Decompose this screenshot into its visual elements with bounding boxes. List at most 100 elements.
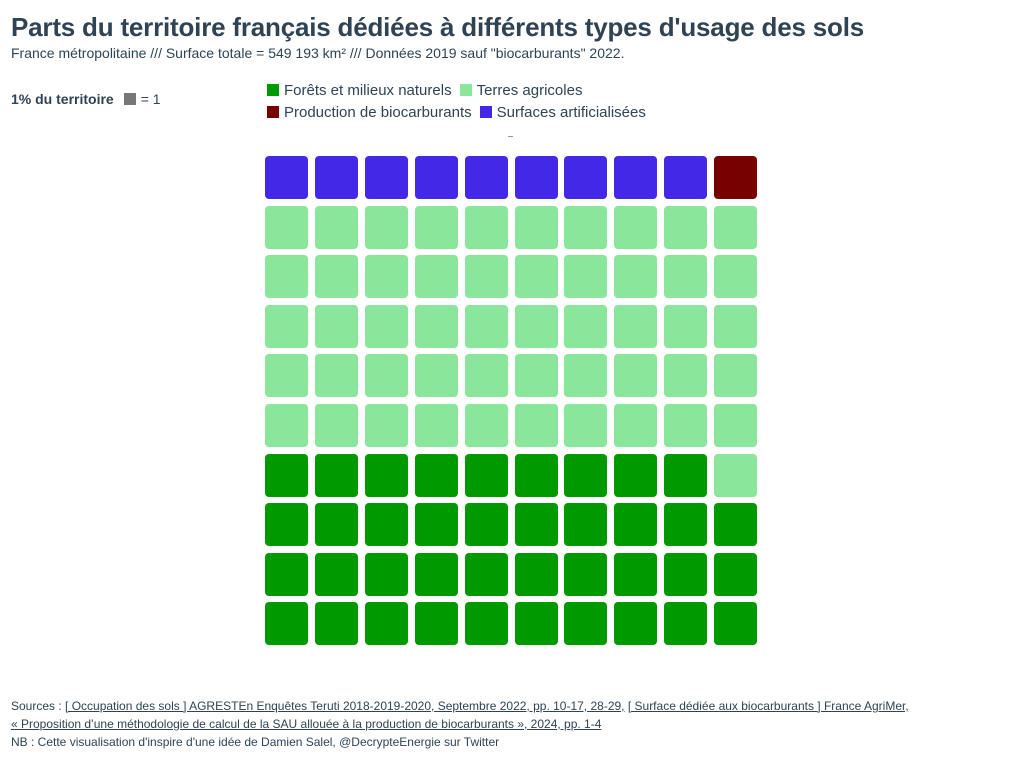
waffle-cell bbox=[364, 404, 408, 447]
waffle-cell bbox=[614, 205, 658, 249]
waffle-cell bbox=[564, 503, 608, 547]
sources-prefix: Sources : bbox=[11, 699, 66, 713]
waffle-cell bbox=[564, 304, 608, 348]
waffle-cell bbox=[364, 205, 408, 249]
unit-legend-swatch bbox=[123, 93, 136, 105]
waffle-cell bbox=[664, 453, 708, 497]
waffle-cell bbox=[614, 404, 658, 447]
waffle-cell bbox=[564, 453, 608, 497]
waffle-cell bbox=[414, 552, 458, 596]
waffle-cell bbox=[314, 304, 358, 348]
waffle-cell bbox=[514, 552, 558, 596]
waffle-cell bbox=[314, 602, 358, 646]
waffle-cell bbox=[664, 404, 708, 447]
legend-label-surfaces-artificialisees: Surfaces artificialisées bbox=[496, 103, 646, 121]
waffle-cell bbox=[664, 503, 708, 547]
waffle-cell bbox=[314, 503, 358, 547]
source-link-biocarburants[interactable]: [ Surface dédiée aux biocarburants ] Fra… bbox=[627, 699, 909, 713]
chart-subtitle: France métropolitaine /// Surface totale… bbox=[11, 45, 625, 61]
waffle-cell bbox=[414, 255, 458, 299]
waffle-cell bbox=[514, 354, 558, 398]
sources-line-1: Sources : [ Occupation des sols ] AGREST… bbox=[11, 697, 909, 715]
waffle-cell bbox=[714, 503, 758, 547]
waffle-cell bbox=[514, 304, 558, 348]
waffle-cell bbox=[314, 453, 358, 497]
sources-line-2: « Proposition d’une méthodologie de calc… bbox=[11, 715, 909, 733]
waffle-cell bbox=[265, 453, 308, 497]
waffle-cell bbox=[714, 354, 758, 398]
waffle-cell bbox=[564, 205, 608, 249]
waffle-cell bbox=[564, 602, 608, 646]
legend-label-forets: Forêts et milieux naturels bbox=[284, 81, 452, 99]
waffle-cell bbox=[564, 404, 608, 447]
waffle-cell bbox=[414, 602, 458, 646]
waffle-cell bbox=[314, 156, 358, 199]
waffle-cell bbox=[664, 552, 708, 596]
waffle-cell bbox=[464, 503, 508, 547]
waffle-cell bbox=[564, 255, 608, 299]
waffle-cell bbox=[514, 602, 558, 646]
nb-note: NB : Cette visualisation d'inspire d'une… bbox=[11, 735, 500, 749]
waffle-cell bbox=[614, 552, 658, 596]
waffle-cell bbox=[464, 552, 508, 596]
waffle-cell bbox=[464, 255, 508, 299]
legend-item-forets[interactable]: Forêts et milieux naturels bbox=[267, 82, 452, 99]
waffle-cell bbox=[265, 354, 308, 398]
unit-legend-value: = 1 bbox=[140, 91, 161, 107]
waffle-cell bbox=[464, 453, 508, 497]
waffle-cell bbox=[265, 404, 308, 447]
source-link-methodologie[interactable]: « Proposition d’une méthodologie de calc… bbox=[11, 717, 602, 731]
waffle-cell bbox=[314, 552, 358, 596]
waffle-cell bbox=[314, 404, 358, 447]
waffle-cell bbox=[314, 205, 358, 249]
waffle-cell bbox=[664, 354, 708, 398]
legend-row: Production de biocarburants Surfaces art… bbox=[267, 101, 707, 123]
waffle-cell bbox=[614, 602, 658, 646]
waffle-cell bbox=[265, 156, 308, 199]
waffle-cell bbox=[514, 503, 558, 547]
waffle-cell bbox=[265, 304, 308, 348]
waffle-cell bbox=[414, 404, 458, 447]
chart-tick-mark bbox=[508, 136, 513, 137]
unit-legend: 1% du territoire = 1 bbox=[11, 91, 161, 107]
legend-swatch-biocarburants bbox=[267, 106, 279, 118]
waffle-cell bbox=[414, 156, 458, 199]
legend-label-terres-agricoles: Terres agricoles bbox=[476, 81, 583, 99]
waffle-cell bbox=[364, 304, 408, 348]
waffle-cell bbox=[614, 453, 658, 497]
waffle-cell bbox=[414, 503, 458, 547]
waffle-cell bbox=[714, 602, 758, 646]
waffle-cell bbox=[564, 156, 608, 199]
waffle-cell bbox=[714, 404, 758, 447]
legend-item-biocarburants[interactable]: Production de biocarburants bbox=[267, 104, 472, 121]
unit-legend-label: 1% du territoire bbox=[11, 91, 114, 107]
waffle-cell bbox=[265, 602, 308, 646]
waffle-cell bbox=[664, 156, 708, 199]
waffle-cell bbox=[364, 255, 408, 299]
waffle-cell bbox=[464, 404, 508, 447]
waffle-cell bbox=[614, 503, 658, 547]
legend-item-terres-agricoles[interactable]: Terres agricoles bbox=[459, 81, 583, 99]
waffle-cell bbox=[714, 453, 758, 497]
legend-label-biocarburants: Production de biocarburants bbox=[284, 103, 472, 121]
waffle-cell bbox=[364, 602, 408, 646]
waffle-cell bbox=[664, 602, 708, 646]
waffle-cell bbox=[664, 304, 708, 348]
waffle-cell bbox=[714, 304, 758, 348]
waffle-cell bbox=[664, 255, 708, 299]
waffle-cell bbox=[414, 205, 458, 249]
legend-item-surfaces-artificialisees[interactable]: Surfaces artificialisées bbox=[479, 103, 646, 121]
waffle-cell bbox=[464, 354, 508, 398]
waffle-cell bbox=[414, 304, 458, 348]
waffle-cell bbox=[714, 205, 758, 249]
chart-title: Parts du territoire français dédiées à d… bbox=[11, 12, 864, 42]
waffle-cell bbox=[414, 354, 458, 398]
waffle-chart bbox=[264, 156, 758, 648]
legend-swatch-forets bbox=[267, 84, 279, 96]
waffle-cell bbox=[514, 205, 558, 249]
chart-footer: Sources : [ Occupation des sols ] AGREST… bbox=[11, 697, 909, 751]
waffle-cell bbox=[364, 503, 408, 547]
waffle-cell bbox=[614, 156, 658, 199]
waffle-cell bbox=[364, 552, 408, 596]
source-link-occupation-sols[interactable]: [ Occupation des sols ] AGRESTEn Enquête… bbox=[65, 699, 625, 713]
